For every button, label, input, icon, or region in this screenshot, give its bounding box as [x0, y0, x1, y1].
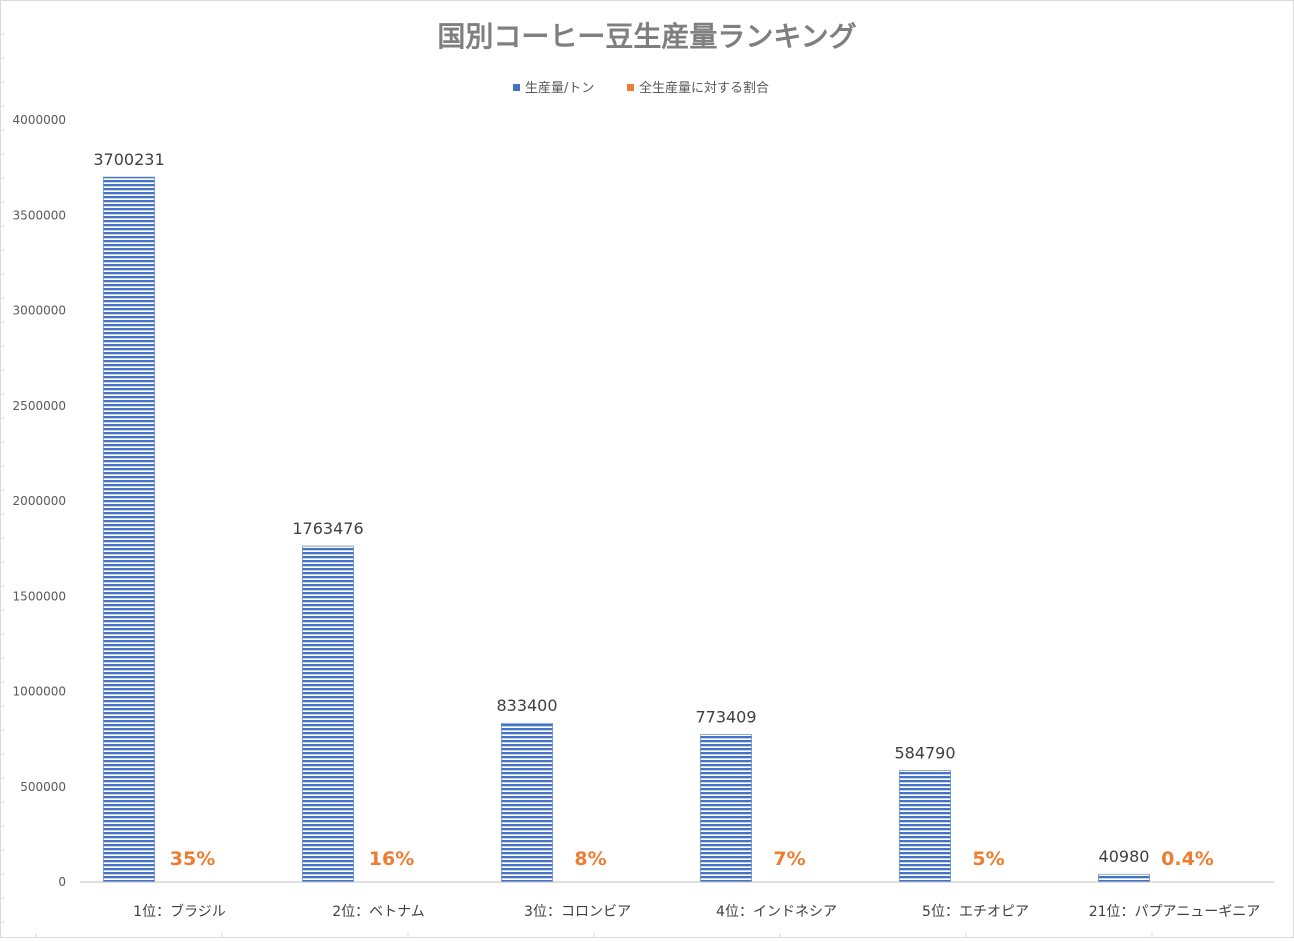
- bars: 3700231 35% 1763476 16% 833400 8% 773409 7% 5847…: [93, 150, 1214, 883]
- x-axis: 1位：ブラジル 2位：ベトナム 3位：コロンビア 4位：インドネシア 5位：エチオピア 2…: [35, 881, 1274, 938]
- y-tick-label: 2500000: [13, 399, 66, 413]
- y-tick-label: 500000: [20, 780, 66, 794]
- bar-production-2: [302, 545, 354, 883]
- data-label-production-1: 3700231: [93, 150, 164, 169]
- y-tick-label: 1000000: [13, 685, 66, 699]
- legend: 生産量/トン 全生産量に対する割合: [513, 80, 769, 96]
- bar-production-3: [501, 722, 553, 883]
- bar-production-6: [1098, 873, 1150, 883]
- x-tick-label: 21位：パプアニューギニア: [1089, 904, 1261, 920]
- legend-swatch-2: [627, 84, 634, 91]
- x-tick-label: 1位：ブラジル: [133, 903, 226, 920]
- x-tick-label: 4位：インドネシア: [716, 904, 837, 920]
- bar-production-1: [103, 176, 155, 883]
- data-label-production-2: 1763476: [292, 519, 363, 538]
- legend-label-1: 生産量/トン: [525, 80, 594, 96]
- y-tick-label: 1500000: [13, 589, 66, 603]
- data-label-production-6: 40980: [1099, 847, 1150, 866]
- bar-production-5: [899, 770, 951, 883]
- data-label-production-5: 584790: [894, 744, 955, 763]
- y-axis: 0 500000 1000000 1500000 2000000 2500000 30000…: [0, 33, 66, 923]
- data-label-share-5: 5%: [972, 848, 1004, 870]
- bar-production-4: [700, 734, 752, 883]
- data-label-share-6: 0.4%: [1161, 848, 1214, 870]
- data-label-share-1: 35%: [170, 848, 215, 870]
- data-label-production-4: 773409: [695, 708, 756, 727]
- data-label-share-4: 7%: [773, 848, 805, 870]
- y-tick-label: 3500000: [13, 208, 66, 222]
- y-tick-label: 3000000: [13, 304, 66, 318]
- x-tick-label: 2位：ベトナム: [332, 904, 425, 920]
- legend-swatch-1: [513, 84, 520, 91]
- data-label-share-3: 8%: [574, 848, 606, 870]
- legend-label-2: 全生産量に対する割合: [639, 80, 769, 96]
- data-label-share-2: 16%: [369, 848, 414, 870]
- y-tick-label: 4000000: [13, 113, 66, 127]
- y-tick-label: 0: [58, 875, 66, 889]
- x-tick-label: 5位：エチオピア: [922, 904, 1029, 920]
- x-tick-label: 3位：コロンビア: [524, 904, 631, 920]
- data-label-production-3: 833400: [496, 696, 557, 715]
- y-tick-label: 2000000: [13, 494, 66, 508]
- chart-title: 国別コーヒー豆生産量ランキング: [437, 20, 856, 53]
